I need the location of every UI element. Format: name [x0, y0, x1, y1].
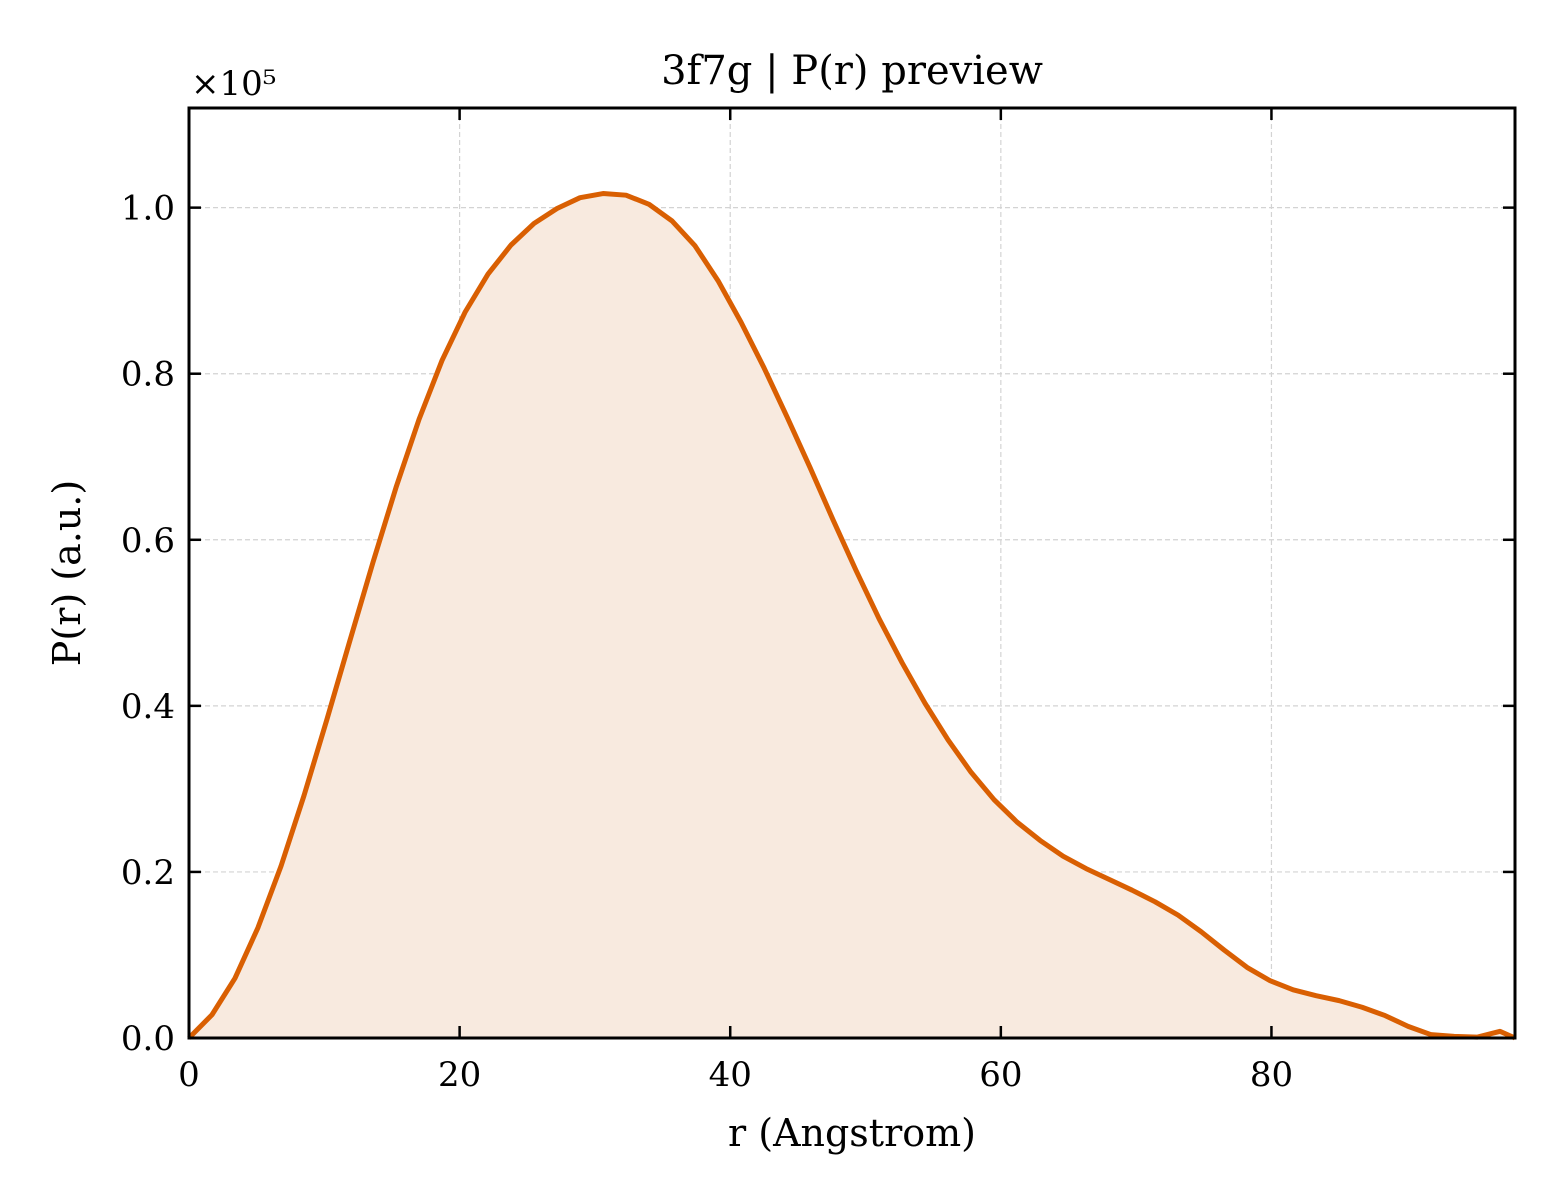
chart-title: 3f7g | P(r) preview [661, 48, 1043, 94]
x-tick-label: 40 [709, 1055, 752, 1095]
axis-ticks: 0 20 40 60 80 0.0 0.2 0.4 0.6 0.8 1.0 [121, 108, 1515, 1095]
x-tick-label: 0 [178, 1055, 200, 1095]
x-tick-label: 80 [1250, 1055, 1293, 1095]
pr-area-fill [189, 193, 1515, 1038]
pr-series-line [187, 191, 1517, 1041]
y-tick-label: 0.4 [121, 687, 175, 727]
x-tick-label: 60 [979, 1055, 1022, 1095]
plot-frame [187, 106, 1517, 1040]
x-axis-label: r (Angstrom) [728, 1111, 976, 1155]
y-tick-label: 0.2 [121, 853, 175, 893]
y-tick-label: 0.8 [121, 355, 175, 395]
y-tick-label: 1.0 [121, 189, 175, 229]
y-axis-label: P(r) (a.u.) [45, 480, 89, 666]
y-axis-offset-label: ×10⁵ [191, 64, 276, 104]
x-tick-label: 20 [438, 1055, 481, 1095]
y-tick-label: 0.0 [121, 1019, 175, 1059]
y-tick-label: 0.6 [121, 521, 175, 561]
